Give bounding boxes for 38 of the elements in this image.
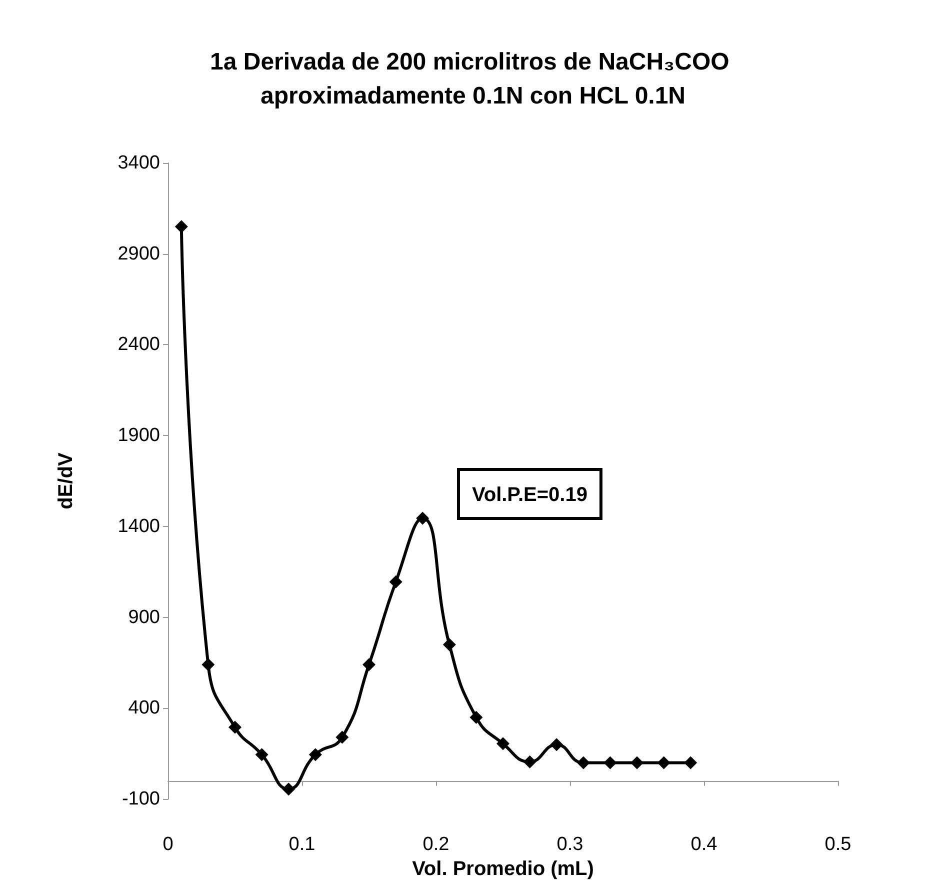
point <box>202 658 215 672</box>
chart-title: 1a Derivada de 200 microlitros de NaCH₃COO aproximadamente 0.1N con HCL 0.1N <box>210 48 736 110</box>
x-tick-label: 0.3 <box>556 834 584 856</box>
x-axis-title: Vol. Promedio (mL) <box>412 858 594 880</box>
point <box>604 756 617 770</box>
point <box>630 756 644 770</box>
point <box>362 658 376 672</box>
x-tick-label: 0.4 <box>690 834 718 856</box>
point <box>416 512 430 525</box>
point <box>228 720 242 734</box>
x-tick-label: 0.5 <box>824 834 852 856</box>
y-axis-title: dE/dV <box>55 452 77 510</box>
point <box>576 756 590 770</box>
point <box>550 738 564 752</box>
y-tick-label: 3400 <box>118 152 160 174</box>
y-tick-label: 1900 <box>118 425 160 446</box>
x-tick-label: 0 <box>162 834 174 856</box>
point <box>389 575 402 588</box>
annotation: Vol.P.E=0.19 <box>472 484 588 506</box>
y-tick-label: 400 <box>128 698 160 719</box>
y-tick-label: 900 <box>128 606 160 628</box>
point <box>255 748 268 762</box>
y-tick-label: 2900 <box>118 243 160 264</box>
x-tick-label: 0.1 <box>288 834 316 856</box>
point <box>684 756 698 770</box>
point <box>336 730 349 744</box>
point <box>470 710 483 724</box>
x-tick-label: 0.2 <box>422 834 450 856</box>
point <box>523 755 536 768</box>
point <box>496 737 510 750</box>
point <box>308 748 322 762</box>
y-tick-label: -100 <box>122 788 160 810</box>
point <box>282 782 296 796</box>
point <box>657 756 670 770</box>
y-tick-label: 2400 <box>118 334 160 356</box>
point <box>442 638 456 652</box>
point <box>174 220 188 234</box>
y-tick-label: 1400 <box>118 516 160 537</box>
